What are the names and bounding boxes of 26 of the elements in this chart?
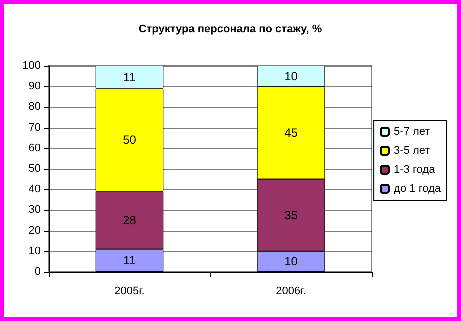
y-tick-label: 80 — [28, 101, 41, 114]
legend-label: 1-3 года — [394, 164, 436, 176]
data-label: 45 — [284, 126, 298, 140]
data-label: 11 — [124, 254, 136, 268]
y-tick-label: 50 — [28, 163, 41, 175]
y-tick-label: 100 — [22, 60, 41, 72]
data-label: 10 — [284, 69, 298, 84]
y-tick-label: 10 — [28, 245, 41, 258]
x-tick-label: 2005г. — [114, 286, 145, 298]
legend-label: 3-5 лет — [394, 145, 430, 157]
chart-title: Структура персонала по стажу, % — [138, 24, 322, 36]
data-label: 35 — [284, 208, 298, 222]
data-label: 50 — [123, 133, 137, 148]
y-tick-label: 0 — [34, 266, 41, 278]
data-label: 10 — [284, 254, 298, 269]
x-tick-label: 2006г. — [276, 286, 306, 298]
y-tick-label: 60 — [28, 142, 41, 154]
legend-label: 5-7 лет — [394, 126, 430, 138]
y-tick-label: 20 — [28, 224, 41, 237]
legend-label: до 1 года — [394, 183, 442, 195]
data-label: 11 — [124, 70, 136, 84]
y-tick-label: 30 — [28, 204, 41, 216]
y-tick-label: 70 — [28, 122, 41, 134]
data-label: 28 — [123, 214, 137, 228]
y-tick-label: 90 — [28, 80, 41, 93]
y-tick-label: 40 — [28, 184, 41, 196]
